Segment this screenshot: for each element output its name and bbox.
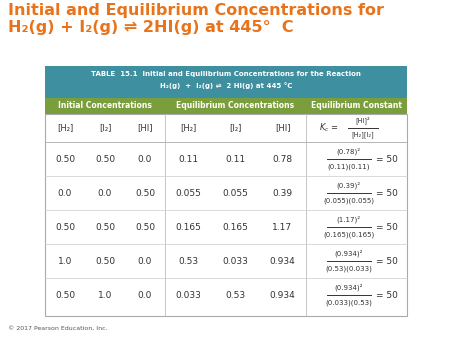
Text: 0.50: 0.50 bbox=[55, 222, 75, 232]
Text: (0.165)(0.165): (0.165)(0.165) bbox=[323, 231, 374, 238]
Bar bbox=[45, 66, 407, 98]
Text: H₂(g)  +  I₂(g) ⇌  2 HI(g) at 445 °C: H₂(g) + I₂(g) ⇌ 2 HI(g) at 445 °C bbox=[160, 82, 292, 89]
Text: Equilibrium Concentrations: Equilibrium Concentrations bbox=[176, 101, 295, 111]
Text: (0.934)²: (0.934)² bbox=[334, 249, 363, 257]
Text: = 50: = 50 bbox=[377, 257, 398, 266]
Text: 0.055: 0.055 bbox=[176, 189, 202, 197]
Text: [H₂][I₂]: [H₂][I₂] bbox=[351, 131, 374, 138]
Text: H₂(g) + I₂(g) ⇌ 2HI(g) at 445°  C: H₂(g) + I₂(g) ⇌ 2HI(g) at 445° C bbox=[8, 20, 293, 35]
Text: = 50: = 50 bbox=[377, 290, 398, 299]
Text: = 50: = 50 bbox=[377, 189, 398, 197]
Text: [HI]²: [HI]² bbox=[355, 117, 370, 124]
Text: [H₂]: [H₂] bbox=[180, 123, 197, 132]
Text: 0.934: 0.934 bbox=[270, 257, 295, 266]
Text: 0.11: 0.11 bbox=[179, 154, 198, 164]
Text: 0.78: 0.78 bbox=[272, 154, 292, 164]
Text: 0.50: 0.50 bbox=[95, 154, 115, 164]
Text: [HI]: [HI] bbox=[137, 123, 153, 132]
Text: [I₂]: [I₂] bbox=[99, 123, 111, 132]
Text: 0.165: 0.165 bbox=[223, 222, 248, 232]
Bar bbox=[45, 98, 407, 114]
Text: 0.50: 0.50 bbox=[95, 257, 115, 266]
Text: (0.39)²: (0.39)² bbox=[337, 182, 360, 189]
Text: $K_c$ =: $K_c$ = bbox=[319, 122, 338, 134]
Text: 0.0: 0.0 bbox=[138, 257, 152, 266]
Text: 0.50: 0.50 bbox=[135, 189, 155, 197]
Text: 0.11: 0.11 bbox=[225, 154, 246, 164]
Text: = 50: = 50 bbox=[377, 222, 398, 232]
Text: (1.17)²: (1.17)² bbox=[337, 216, 360, 223]
Text: Initial and Equilibrium Concentrations for: Initial and Equilibrium Concentrations f… bbox=[8, 3, 384, 18]
Text: 1.0: 1.0 bbox=[98, 290, 112, 299]
Text: 0.0: 0.0 bbox=[58, 189, 72, 197]
Text: TABLE  15.1  Initial and Equilibrium Concentrations for the Reaction: TABLE 15.1 Initial and Equilibrium Conce… bbox=[91, 71, 361, 77]
Text: 0.53: 0.53 bbox=[225, 290, 246, 299]
Text: (0.055)(0.055): (0.055)(0.055) bbox=[323, 197, 374, 203]
Text: (0.53)(0.033): (0.53)(0.033) bbox=[325, 265, 372, 271]
Text: 1.17: 1.17 bbox=[272, 222, 292, 232]
Text: [I₂]: [I₂] bbox=[230, 123, 242, 132]
Bar bbox=[45, 114, 407, 316]
Text: 0.0: 0.0 bbox=[138, 290, 152, 299]
Text: 0.033: 0.033 bbox=[223, 257, 248, 266]
Text: [H₂]: [H₂] bbox=[57, 123, 73, 132]
Text: 0.53: 0.53 bbox=[179, 257, 198, 266]
Text: 0.165: 0.165 bbox=[176, 222, 202, 232]
Text: 0.934: 0.934 bbox=[270, 290, 295, 299]
Text: (0.033)(0.53): (0.033)(0.53) bbox=[325, 299, 372, 306]
Text: [HI]: [HI] bbox=[275, 123, 290, 132]
Text: 0.39: 0.39 bbox=[272, 189, 292, 197]
Text: = 50: = 50 bbox=[377, 154, 398, 164]
Text: Equilibrium Constant: Equilibrium Constant bbox=[311, 101, 402, 111]
Text: (0.78)²: (0.78)² bbox=[337, 147, 360, 155]
Text: Initial Concentrations: Initial Concentrations bbox=[58, 101, 152, 111]
Text: © 2017 Pearson Education, Inc.: © 2017 Pearson Education, Inc. bbox=[8, 326, 108, 331]
Text: (0.11)(0.11): (0.11)(0.11) bbox=[327, 163, 370, 169]
Text: (0.934)²: (0.934)² bbox=[334, 284, 363, 291]
Text: 1.0: 1.0 bbox=[58, 257, 72, 266]
Text: 0.055: 0.055 bbox=[223, 189, 248, 197]
Text: 0.50: 0.50 bbox=[95, 222, 115, 232]
Text: 0.50: 0.50 bbox=[55, 154, 75, 164]
Text: 0.033: 0.033 bbox=[176, 290, 202, 299]
Text: 0.0: 0.0 bbox=[138, 154, 152, 164]
Text: 0.50: 0.50 bbox=[135, 222, 155, 232]
Text: 0.50: 0.50 bbox=[55, 290, 75, 299]
Text: 0.0: 0.0 bbox=[98, 189, 112, 197]
